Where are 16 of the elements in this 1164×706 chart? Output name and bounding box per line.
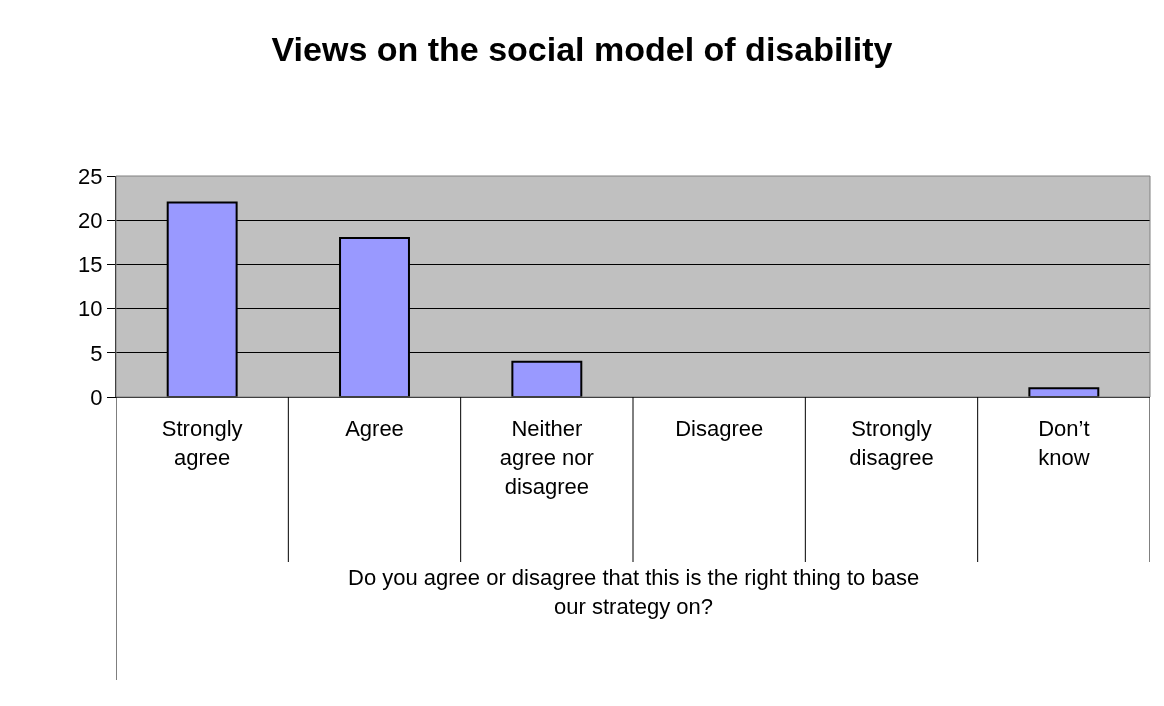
y-tick-label: 0: [90, 384, 103, 410]
x-tick-label: Disagree: [675, 416, 764, 442]
chart-title: Views on the social model of disability: [271, 30, 893, 69]
y-tick-label: 20: [78, 207, 103, 233]
x-tick-label: Agree: [345, 416, 404, 442]
y-tick-label: 5: [90, 340, 103, 366]
y-tick-label: 10: [78, 296, 103, 322]
x-axis-title: Do you agree or disagree that this is the right thing to base our strategy on?: [348, 565, 920, 619]
x-tick-label: Don’t know: [1038, 416, 1090, 470]
y-tick-label: 15: [78, 252, 103, 278]
x-tick-label: Strongly disagree: [849, 416, 934, 470]
x-tick-label: Neither agree nor disagree: [499, 416, 594, 499]
bar: [511, 360, 583, 397]
bar: [1028, 387, 1100, 397]
y-tick-label: 25: [78, 163, 103, 189]
x-tick-label: Strongly agree: [161, 416, 243, 470]
